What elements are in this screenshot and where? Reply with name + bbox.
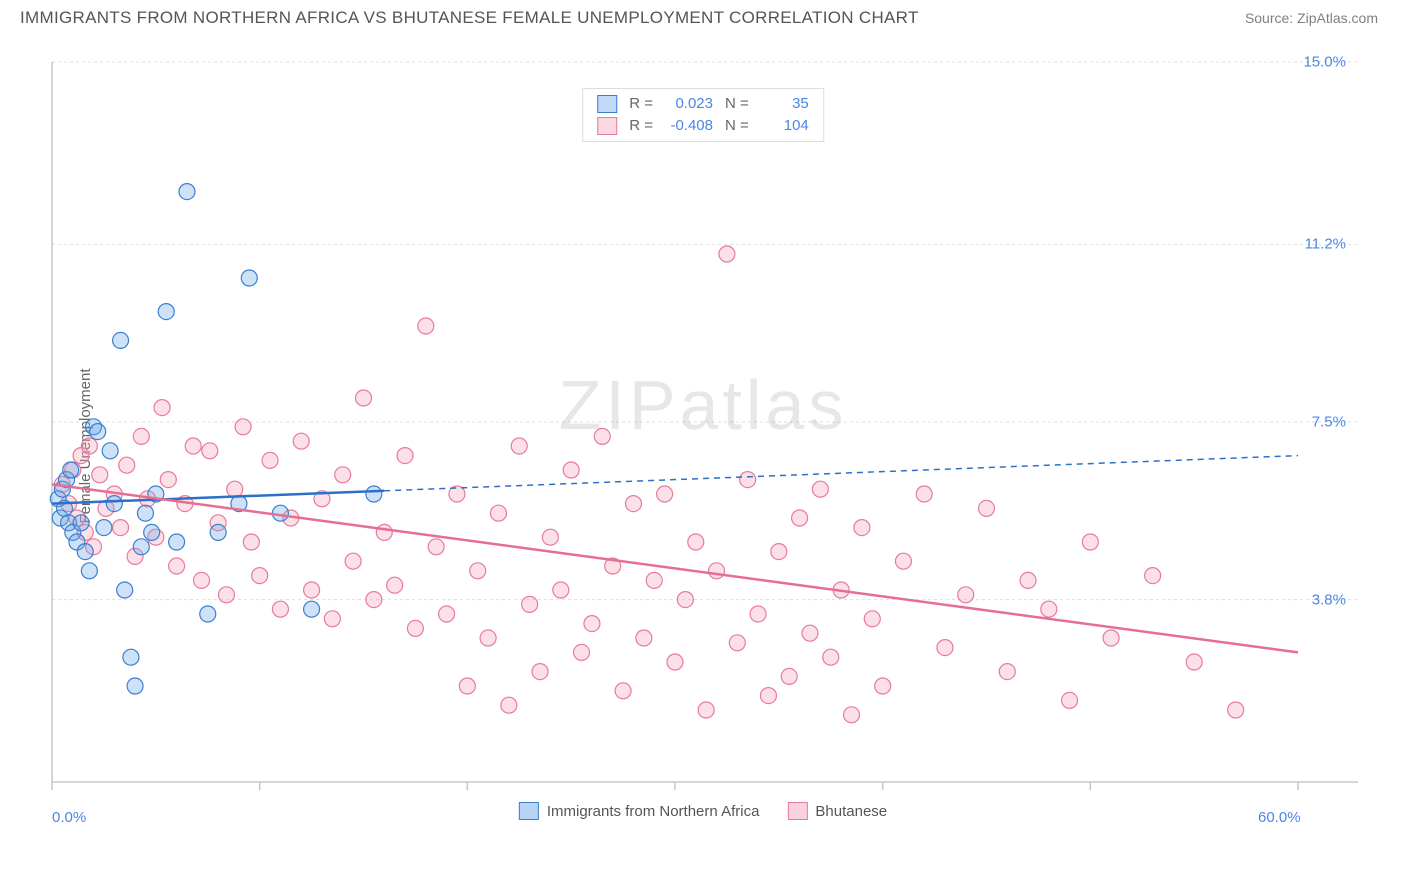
legend-item: Immigrants from Northern Africa	[519, 802, 760, 820]
legend-item: Bhutanese	[787, 802, 887, 820]
y-tick-label: 15.0%	[1303, 54, 1346, 71]
bottom-legend: Immigrants from Northern Africa Bhutanese	[509, 802, 897, 820]
stat-r-label: R =	[629, 115, 653, 137]
x-tick-label: 60.0%	[1258, 809, 1301, 826]
chart-title: IMMIGRANTS FROM NORTHERN AFRICA VS BHUTA…	[20, 8, 919, 28]
y-tick-label: 3.8%	[1312, 591, 1346, 608]
stat-n-value-b: 104	[757, 115, 809, 137]
legend-swatch-a	[597, 95, 617, 113]
legend-label: Bhutanese	[815, 803, 887, 820]
y-tick-label: 11.2%	[1305, 236, 1346, 253]
chart-plot-area: ZIPatlas R = 0.023 N = 35 R = -0.408 N =…	[48, 42, 1358, 832]
stat-r-value-b: -0.408	[661, 115, 713, 137]
chart-svg	[48, 42, 1358, 832]
stats-row-series-a: R = 0.023 N = 35	[597, 93, 809, 115]
legend-swatch-b	[597, 117, 617, 135]
stat-r-value-a: 0.023	[661, 93, 713, 115]
stat-n-value-a: 35	[757, 93, 809, 115]
y-tick-label: 7.5%	[1312, 414, 1346, 431]
legend-swatch	[787, 802, 807, 820]
stat-n-label: N =	[725, 93, 749, 115]
x-tick-label: 0.0%	[52, 809, 86, 826]
chart-source: Source: ZipAtlas.com	[1245, 10, 1378, 26]
stats-legend: R = 0.023 N = 35 R = -0.408 N = 104	[582, 88, 824, 142]
stat-n-label: N =	[725, 115, 749, 137]
stats-row-series-b: R = -0.408 N = 104	[597, 115, 809, 137]
legend-swatch	[519, 802, 539, 820]
legend-label: Immigrants from Northern Africa	[547, 803, 760, 820]
stat-r-label: R =	[629, 93, 653, 115]
chart-header: IMMIGRANTS FROM NORTHERN AFRICA VS BHUTA…	[0, 0, 1406, 32]
